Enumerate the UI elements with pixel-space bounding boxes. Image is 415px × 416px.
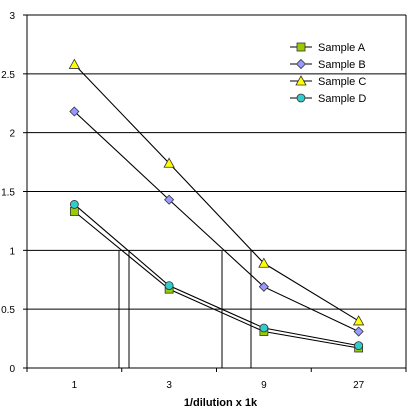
y-tick-label-5: 2.5 (1, 70, 15, 81)
legend-marker-2 (295, 75, 307, 86)
y-tick-label-0: 0 (9, 364, 15, 375)
x-tick-label-2: 9 (261, 380, 267, 391)
data-point-s1-p3 (353, 326, 364, 337)
data-point-s2-p2 (258, 257, 270, 268)
y-tick-label-3: 1.5 (1, 188, 15, 199)
y-tick-label-2: 1 (9, 246, 15, 257)
legend-label-3: Sample D (318, 93, 366, 105)
gridlines (27, 14, 406, 310)
series-line-1 (74, 111, 359, 333)
data-point-s3-p2 (259, 323, 269, 333)
series-line-2 (73, 64, 359, 322)
series-line-3 (74, 204, 359, 347)
data-point-s1-p1 (164, 194, 175, 205)
legend-label-1: Sample B (318, 59, 366, 71)
y-tick-label-1: 0.5 (1, 305, 15, 316)
legend: Sample A Sample B Sample C Sample D (290, 42, 366, 105)
data-point-s1-p0 (69, 106, 80, 117)
series-markers (68, 58, 365, 353)
data-point-s3-p0 (69, 200, 79, 209)
data-point-s2-p1 (163, 157, 175, 168)
legend-marker-0 (296, 42, 306, 52)
axes: 0 0.5 1 1.5 2 2.5 3 1 3 9 27 (1, 11, 407, 391)
x-tick-label-3: 27 (353, 380, 365, 391)
y-tick-label-4: 2 (9, 129, 15, 140)
data-point-s3-p3 (354, 341, 364, 351)
legend-label-2: Sample C (318, 76, 366, 88)
series-line-0 (74, 211, 359, 349)
legend-marker-1 (295, 58, 307, 70)
data-point-s3-p1 (164, 281, 174, 291)
x-tick-label-1: 3 (166, 380, 172, 391)
x-tick-label-0: 1 (72, 380, 78, 391)
x-axis-title: 1/dilution x 1k (184, 397, 258, 409)
y-tick-label-6: 3 (9, 11, 15, 22)
legend-marker-3 (296, 93, 306, 103)
data-point-s2-p0 (68, 58, 81, 69)
data-point-s1-p2 (258, 281, 269, 292)
data-point-s2-p3 (352, 315, 365, 326)
series-lines (73, 64, 359, 349)
legend-label-0: Sample A (318, 42, 366, 54)
